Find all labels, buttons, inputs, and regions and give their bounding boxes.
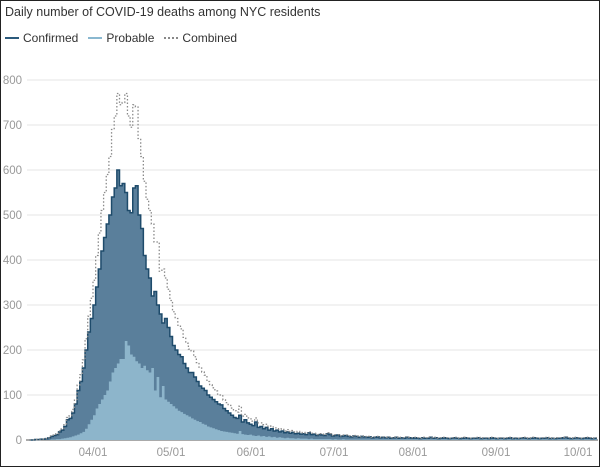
probable-line-swatch-icon (88, 37, 103, 39)
x-axis-ticks: 04/01 05/01 06/01 07/01 08/01 09/01 10/01 (79, 447, 593, 459)
x-tick-label: 07/01 (320, 447, 349, 459)
y-axis-ticks: 0 100 200 300 400 500 600 700 800 (3, 75, 22, 447)
x-tick-label: 10/01 (564, 447, 593, 459)
y-tick-label: 800 (3, 75, 22, 87)
legend-label-confirmed: Confirmed (23, 31, 79, 45)
y-tick-label: 500 (3, 210, 22, 222)
y-tick-label: 300 (3, 300, 22, 312)
probable-area (29, 341, 597, 440)
legend-item-confirmed[interactable]: Confirmed (5, 31, 78, 45)
combined-dotted-line (29, 92, 597, 441)
combined-dotted-swatch-icon (164, 37, 179, 39)
x-tick-label: 04/01 (79, 447, 108, 459)
y-tick-label: 0 (16, 435, 22, 447)
x-tick-label: 05/01 (157, 447, 186, 459)
confirmed-area (29, 170, 597, 440)
confirmed-line (29, 169, 597, 441)
y-tick-label: 100 (3, 390, 22, 402)
chart-legend: Confirmed Probable Combined (5, 31, 237, 45)
chart-title: Daily number of COVID-19 deaths among NY… (5, 5, 321, 19)
x-tick-label: 06/01 (237, 447, 266, 459)
y-tick-label: 600 (3, 165, 22, 177)
confirmed-line-swatch-icon (5, 37, 19, 39)
y-tick-label: 400 (3, 255, 22, 267)
x-tick-label: 09/01 (482, 447, 511, 459)
legend-label-probable: Probable (106, 31, 155, 45)
legend-item-combined[interactable]: Combined (164, 31, 237, 45)
y-tick-label: 200 (3, 345, 22, 357)
y-tick-label: 700 (3, 120, 22, 132)
legend-label-combined: Combined (182, 31, 238, 45)
legend-item-probable[interactable]: Probable (88, 31, 154, 45)
x-tick-label: 08/01 (399, 447, 428, 459)
